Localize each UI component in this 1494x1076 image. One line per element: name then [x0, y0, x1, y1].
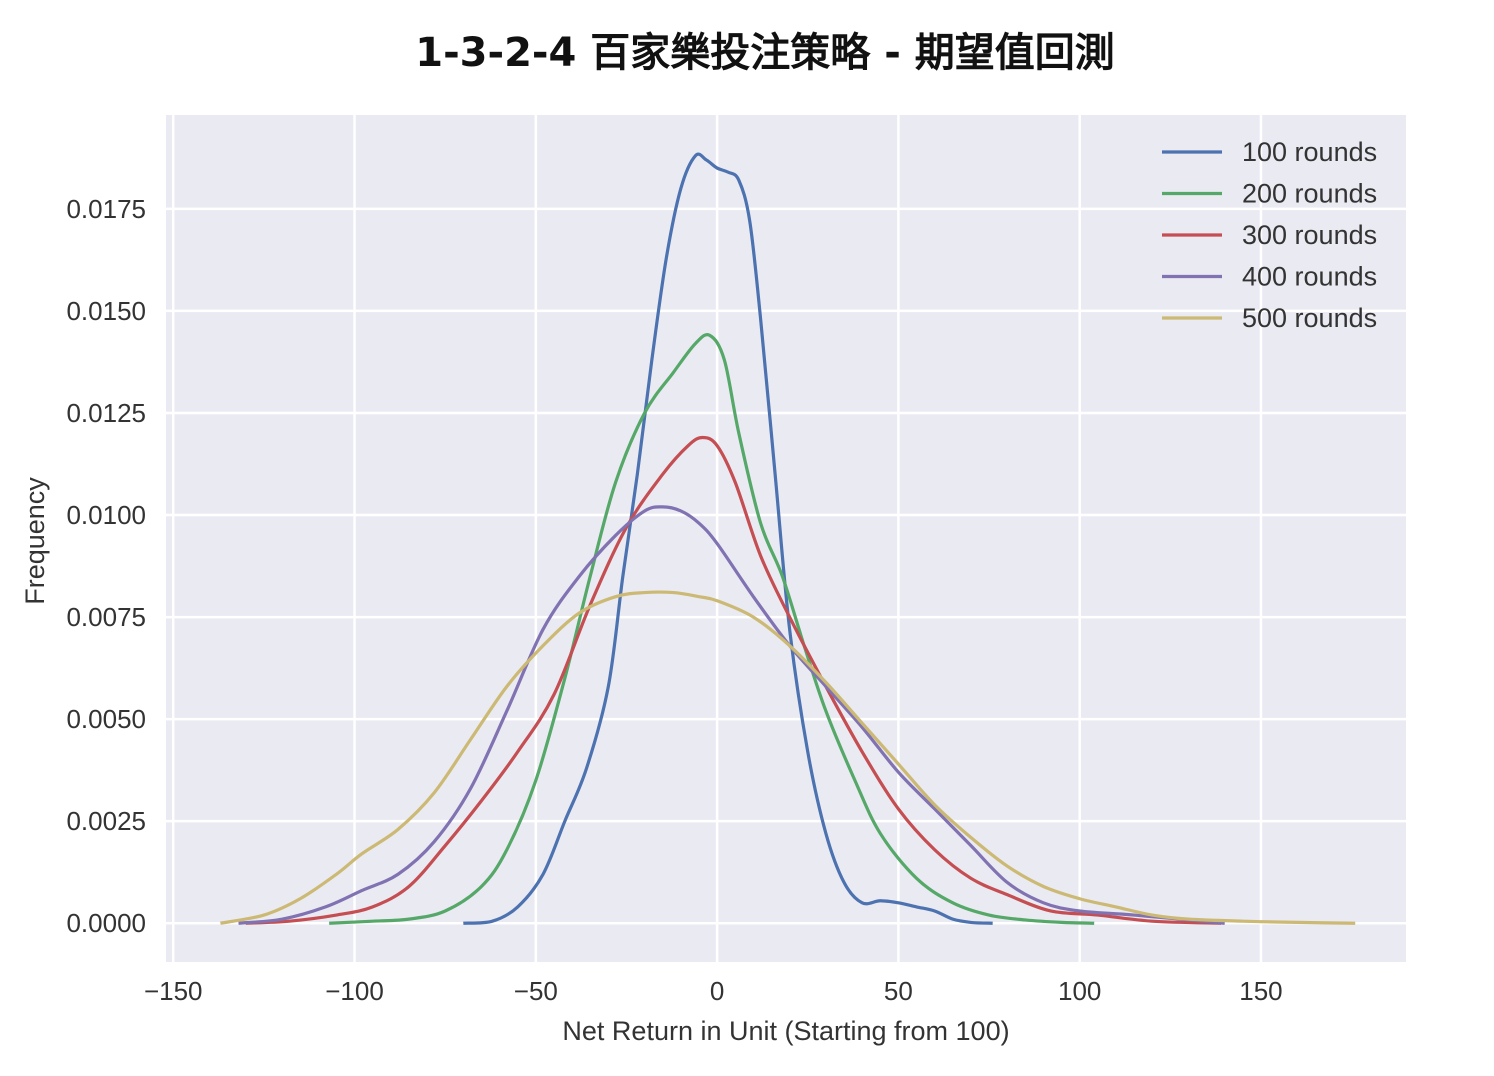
- series-line-100-rounds: [463, 152, 993, 925]
- series-line-400-rounds: [238, 505, 1225, 925]
- legend: 100 rounds 200 rounds 300 rounds 400 rounds…: [1162, 137, 1377, 333]
- legend-label: 100 rounds: [1242, 137, 1377, 167]
- series-line-500-rounds: [220, 590, 1356, 925]
- x-tick-label: 150: [1239, 976, 1282, 1006]
- x-tick-label: 0: [710, 976, 724, 1006]
- y-axis: 0.0000 0.0025 0.0050 0.0075 0.0100 0.0125 0.01…: [66, 194, 146, 938]
- plot-area: [166, 115, 1406, 962]
- x-tick-label: −100: [325, 976, 384, 1006]
- series-line-200-rounds: [329, 333, 1095, 925]
- legend-label: 200 rounds: [1242, 179, 1377, 209]
- x-axis: −150 −100 −50 0 50 100 150: [144, 976, 1283, 1006]
- y-axis-label: Frequency: [20, 477, 50, 605]
- grid: [166, 115, 1406, 962]
- y-tick-label: 0.0050: [66, 704, 146, 734]
- x-tick-label: 100: [1058, 976, 1101, 1006]
- y-tick-label: 0.0025: [66, 806, 146, 836]
- series-line-300-rounds: [245, 435, 1222, 925]
- x-tick-label: −50: [514, 976, 558, 1006]
- y-tick-label: 0.0075: [66, 602, 146, 632]
- x-axis-label: Net Return in Unit (Starting from 100): [562, 1016, 1009, 1046]
- y-tick-label: 0.0150: [66, 296, 146, 326]
- x-tick-label: 50: [884, 976, 913, 1006]
- chart-title: 1-3-2-4 百家樂投注策略 - 期望值回測: [415, 30, 1115, 76]
- x-tick-label: −150: [144, 976, 203, 1006]
- y-tick-label: 0.0100: [66, 500, 146, 530]
- legend-label: 300 rounds: [1242, 220, 1377, 250]
- legend-label: 400 rounds: [1242, 262, 1377, 292]
- y-tick-label: 0.0175: [66, 194, 146, 224]
- series-layer: [220, 152, 1356, 925]
- y-tick-label: 0.0000: [66, 908, 146, 938]
- legend-label: 500 rounds: [1242, 303, 1377, 333]
- y-tick-label: 0.0125: [66, 398, 146, 428]
